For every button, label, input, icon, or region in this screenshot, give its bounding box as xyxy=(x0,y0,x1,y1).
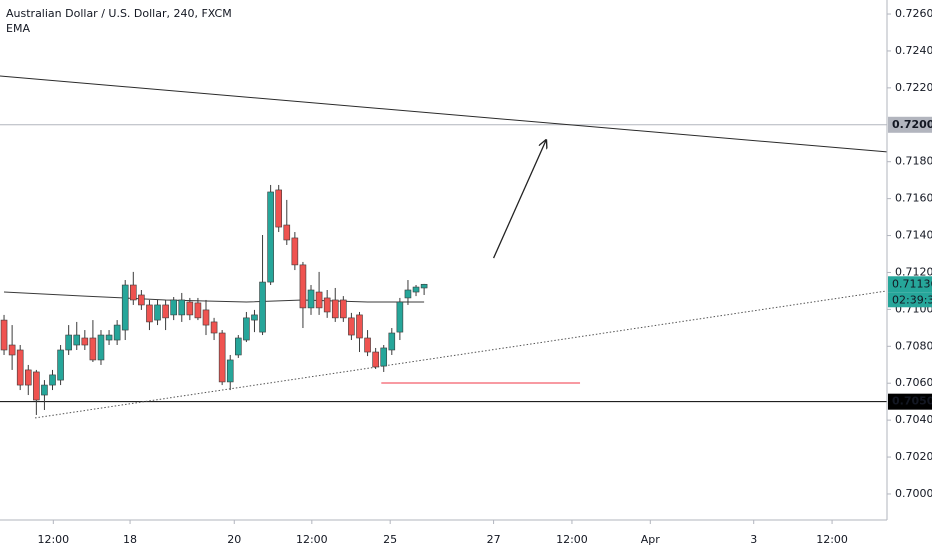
x-tick-label: 12:00 xyxy=(556,533,588,546)
candle-body xyxy=(81,337,89,346)
candle-body xyxy=(146,304,153,323)
x-tick-label: 12:00 xyxy=(296,533,328,546)
candle-body xyxy=(154,304,161,321)
candle-body xyxy=(0,319,8,351)
x-tick-label: 3 xyxy=(750,533,757,546)
candle-body xyxy=(16,349,24,386)
chart-title: Australian Dollar / U.S. Dollar, 240, FX… xyxy=(6,7,232,20)
candle-body xyxy=(388,332,396,351)
candle-body xyxy=(275,189,283,228)
candle-body xyxy=(170,299,177,316)
candle-body xyxy=(267,191,274,283)
candle-body xyxy=(420,283,428,289)
candle-body xyxy=(412,286,420,293)
indicator-name: EMA xyxy=(6,22,30,35)
x-tick-label: 27 xyxy=(487,533,501,546)
x-tick-label: 12:00 xyxy=(37,533,69,546)
candle-body xyxy=(380,347,388,367)
candle-body xyxy=(49,374,56,386)
candle-body xyxy=(24,369,32,386)
last-price-box xyxy=(888,276,932,293)
candle-body xyxy=(33,371,40,401)
arrow xyxy=(492,140,547,259)
last-price-label: 0.71136 xyxy=(892,277,932,290)
candle-body xyxy=(8,344,16,356)
candle-body xyxy=(202,309,210,326)
candle-body xyxy=(138,294,145,306)
candle-body xyxy=(315,291,323,309)
candle-body xyxy=(121,284,129,331)
countdown-box xyxy=(888,292,932,308)
trend-line xyxy=(0,75,888,153)
candle-body xyxy=(243,317,250,341)
candle-body xyxy=(404,289,412,299)
x-tick-label: 12:00 xyxy=(816,533,848,546)
candle-body xyxy=(65,334,72,351)
candle-body xyxy=(41,384,48,396)
y-tick-label: 0.70000 xyxy=(895,487,932,500)
candle-body xyxy=(194,302,202,319)
candle-body xyxy=(364,337,371,353)
price-label-box xyxy=(888,116,932,133)
candle-body xyxy=(299,264,307,309)
candle-body xyxy=(331,299,339,319)
candle-body xyxy=(251,314,258,321)
candle-body xyxy=(178,299,186,316)
trend-line xyxy=(34,290,888,419)
candle-body xyxy=(186,301,194,316)
candle-body xyxy=(113,324,121,341)
ema-line xyxy=(3,291,425,303)
candle-body xyxy=(340,299,347,319)
candle-body xyxy=(105,334,113,341)
candle-body xyxy=(129,284,137,301)
candle-body xyxy=(226,359,234,383)
countdown: 02:39:36 xyxy=(892,293,932,306)
candle-body xyxy=(283,224,291,241)
price-label-box xyxy=(888,393,932,410)
candle-body xyxy=(57,349,64,381)
candle-body xyxy=(73,334,81,346)
candle-body xyxy=(218,332,226,383)
candle-body xyxy=(323,297,331,313)
candle-body xyxy=(348,317,355,336)
candle-body xyxy=(291,237,299,266)
candle-body xyxy=(210,321,218,334)
candle-body xyxy=(162,304,169,319)
candle-body xyxy=(89,337,97,361)
candle-body xyxy=(235,337,242,356)
x-tick-label: 20 xyxy=(227,533,241,546)
candle-body xyxy=(307,289,315,309)
candle-body xyxy=(396,301,404,333)
x-tick-label: Apr xyxy=(641,533,661,546)
candle-body xyxy=(97,334,105,361)
candle-body xyxy=(259,281,266,333)
candle-body xyxy=(372,351,379,368)
candle-body xyxy=(356,314,363,339)
x-tick-label: 25 xyxy=(383,533,397,546)
x-tick-label: 18 xyxy=(123,533,137,546)
